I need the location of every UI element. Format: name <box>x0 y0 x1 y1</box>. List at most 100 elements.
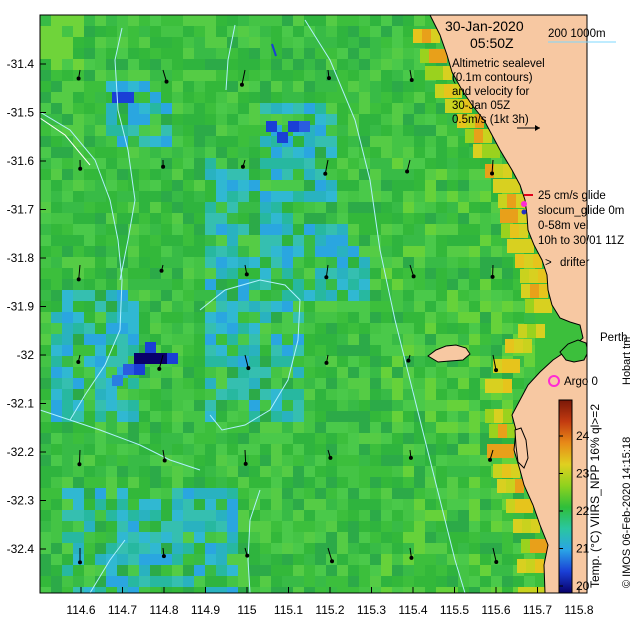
velocity-arrow <box>492 547 497 563</box>
map-date: 30-Jan-2020 <box>445 18 524 34</box>
x-tick-label: 115.7 <box>523 603 552 617</box>
colorbar: 24 23 22 21 20 Temp. (°C) VIIRS_NPP 16% ql>=… <box>558 399 602 594</box>
estuary <box>559 339 587 363</box>
velocity-arrow <box>327 547 333 562</box>
glider-legend-line: slocum_glide 0m <box>538 205 624 217</box>
x-tick-label: 114.7 <box>108 603 137 617</box>
y-tick-label: -32.2 <box>7 445 35 459</box>
velocity-arrow-head <box>76 76 81 81</box>
scale-bar-label: 200 1000m <box>548 28 606 40</box>
legend-line: (0.1m contours) <box>452 72 533 84</box>
x-tick-label: 115.2 <box>315 603 344 617</box>
argo-marker <box>548 375 560 387</box>
drifter-icon: > <box>545 257 552 269</box>
y-tick-label: -32.3 <box>7 494 35 508</box>
velocity-arrow-head <box>323 171 328 176</box>
velocity-arrow-head <box>244 272 249 277</box>
velocity-arrow-head <box>408 455 413 460</box>
perth-label: Perth <box>600 332 628 344</box>
velocity-arrow-head <box>162 458 167 463</box>
glider-legend-line: 25 cm/s glide <box>538 190 606 202</box>
legend-line: 30-Jan 05Z <box>452 100 510 112</box>
velocity-arrow-head <box>411 274 416 279</box>
velocity-arrow <box>158 354 164 369</box>
plot-frame <box>39 14 588 594</box>
velocity-arrow <box>491 159 494 174</box>
x-tick-label: 115.5 <box>440 603 469 617</box>
velocity-arrow-head <box>164 79 169 84</box>
drifter-label: drifter <box>560 257 590 269</box>
x-tick-label: 115.8 <box>564 603 593 617</box>
glider-legend: 25 cm/s glide slocum_glide 0m 0-58m vel … <box>538 190 628 388</box>
velocity-arrow-head <box>324 360 329 365</box>
velocity-arrows <box>76 43 499 565</box>
map-time: 05:50Z <box>470 35 514 51</box>
legend-line: and velocity for <box>452 86 530 98</box>
velocity-arrow <box>78 264 81 280</box>
velocity-arrow-head <box>490 274 495 279</box>
velocity-arrow-head <box>240 164 245 169</box>
velocity-arrow <box>241 69 246 85</box>
garden-island <box>514 427 529 469</box>
glider-legend-line: 10h to 30/01 11Z <box>538 235 624 247</box>
sealevel-contours <box>40 19 466 593</box>
shelf-contour <box>40 117 91 166</box>
y-tick-label: -32.1 <box>7 397 35 411</box>
colorbar-tick-label: 21 <box>576 542 590 556</box>
y-tick-label: -32 <box>17 348 35 362</box>
velocity-arrow-head <box>159 268 164 273</box>
colorbar-tick-label: 20 <box>576 579 590 593</box>
colorbar-ticks: 24 23 22 21 20 <box>559 429 590 593</box>
plot-area <box>40 15 587 593</box>
colorbar-tick-label: 24 <box>576 429 590 443</box>
rottnest-island <box>427 344 471 363</box>
x-tick-label: 115.6 <box>481 603 510 617</box>
glider-legend-line: 0-58m vel <box>538 220 589 232</box>
argo-label: Argo 0 <box>564 376 598 388</box>
velocity-arrow-head <box>76 359 81 364</box>
colorbar-bar <box>558 399 573 594</box>
y-tick-label: -31.8 <box>7 251 35 265</box>
coastal-warm-band <box>413 29 552 593</box>
x-tick-label: 115.3 <box>357 603 386 617</box>
x-tick-label: 115 <box>237 603 256 617</box>
velocity-arrow-head <box>78 166 83 171</box>
x-tick-label: 114.6 <box>66 603 95 617</box>
velocity-arrow <box>78 449 81 465</box>
velocity-arrow-head <box>405 169 410 174</box>
velocity-arrow-head <box>243 461 248 466</box>
colorbar-tick-label: 22 <box>576 504 590 518</box>
velocity-arrow-head <box>245 553 250 558</box>
velocity-arrow-head <box>330 559 335 564</box>
velocity-arrow-head <box>494 560 499 565</box>
legend-line: Altimetric sealevel <box>452 58 545 70</box>
velocity-arrow-head <box>409 78 414 83</box>
velocity-arrow <box>325 264 329 278</box>
x-axis: 114.6 114.7 114.8 114.9 115 115.1 115.2 115.3 11… <box>66 587 594 617</box>
x-tick-label: 114.8 <box>149 603 178 617</box>
velocity-arrow <box>162 69 167 82</box>
velocity-arrow <box>492 354 497 371</box>
velocity-arrow <box>244 449 247 464</box>
y-tick-label: -31.5 <box>7 106 35 120</box>
colorbar-tick-label: 23 <box>576 467 590 481</box>
velocity-arrow-head <box>488 457 493 462</box>
y-tick-label: -31.6 <box>7 154 35 168</box>
y-tick-label: -31.9 <box>7 300 35 314</box>
y-tick-label: -31.7 <box>7 203 35 217</box>
credit-text: © IMOS 06-Feb-2020 14:15:18 <box>621 437 633 588</box>
velocity-arrow-head <box>409 555 414 560</box>
y-tick-label: -32.4 <box>7 542 35 556</box>
land-mass <box>429 15 587 593</box>
velocity-arrow-head <box>76 277 81 282</box>
hobart-time: Hobart tm <box>621 337 633 385</box>
velocity-arrow-head <box>490 171 495 176</box>
velocity-arrow-head <box>161 554 166 559</box>
velocity-arrow-head <box>326 76 331 81</box>
velocity-arrow <box>244 354 249 369</box>
colorbar-label: Temp. (°C) VIIRS_NPP 16% ql>=2 <box>588 404 602 588</box>
velocity-arrow-head <box>161 164 166 169</box>
velocity-arrow-head <box>324 275 329 280</box>
x-tick-label: 114.9 <box>191 603 220 617</box>
